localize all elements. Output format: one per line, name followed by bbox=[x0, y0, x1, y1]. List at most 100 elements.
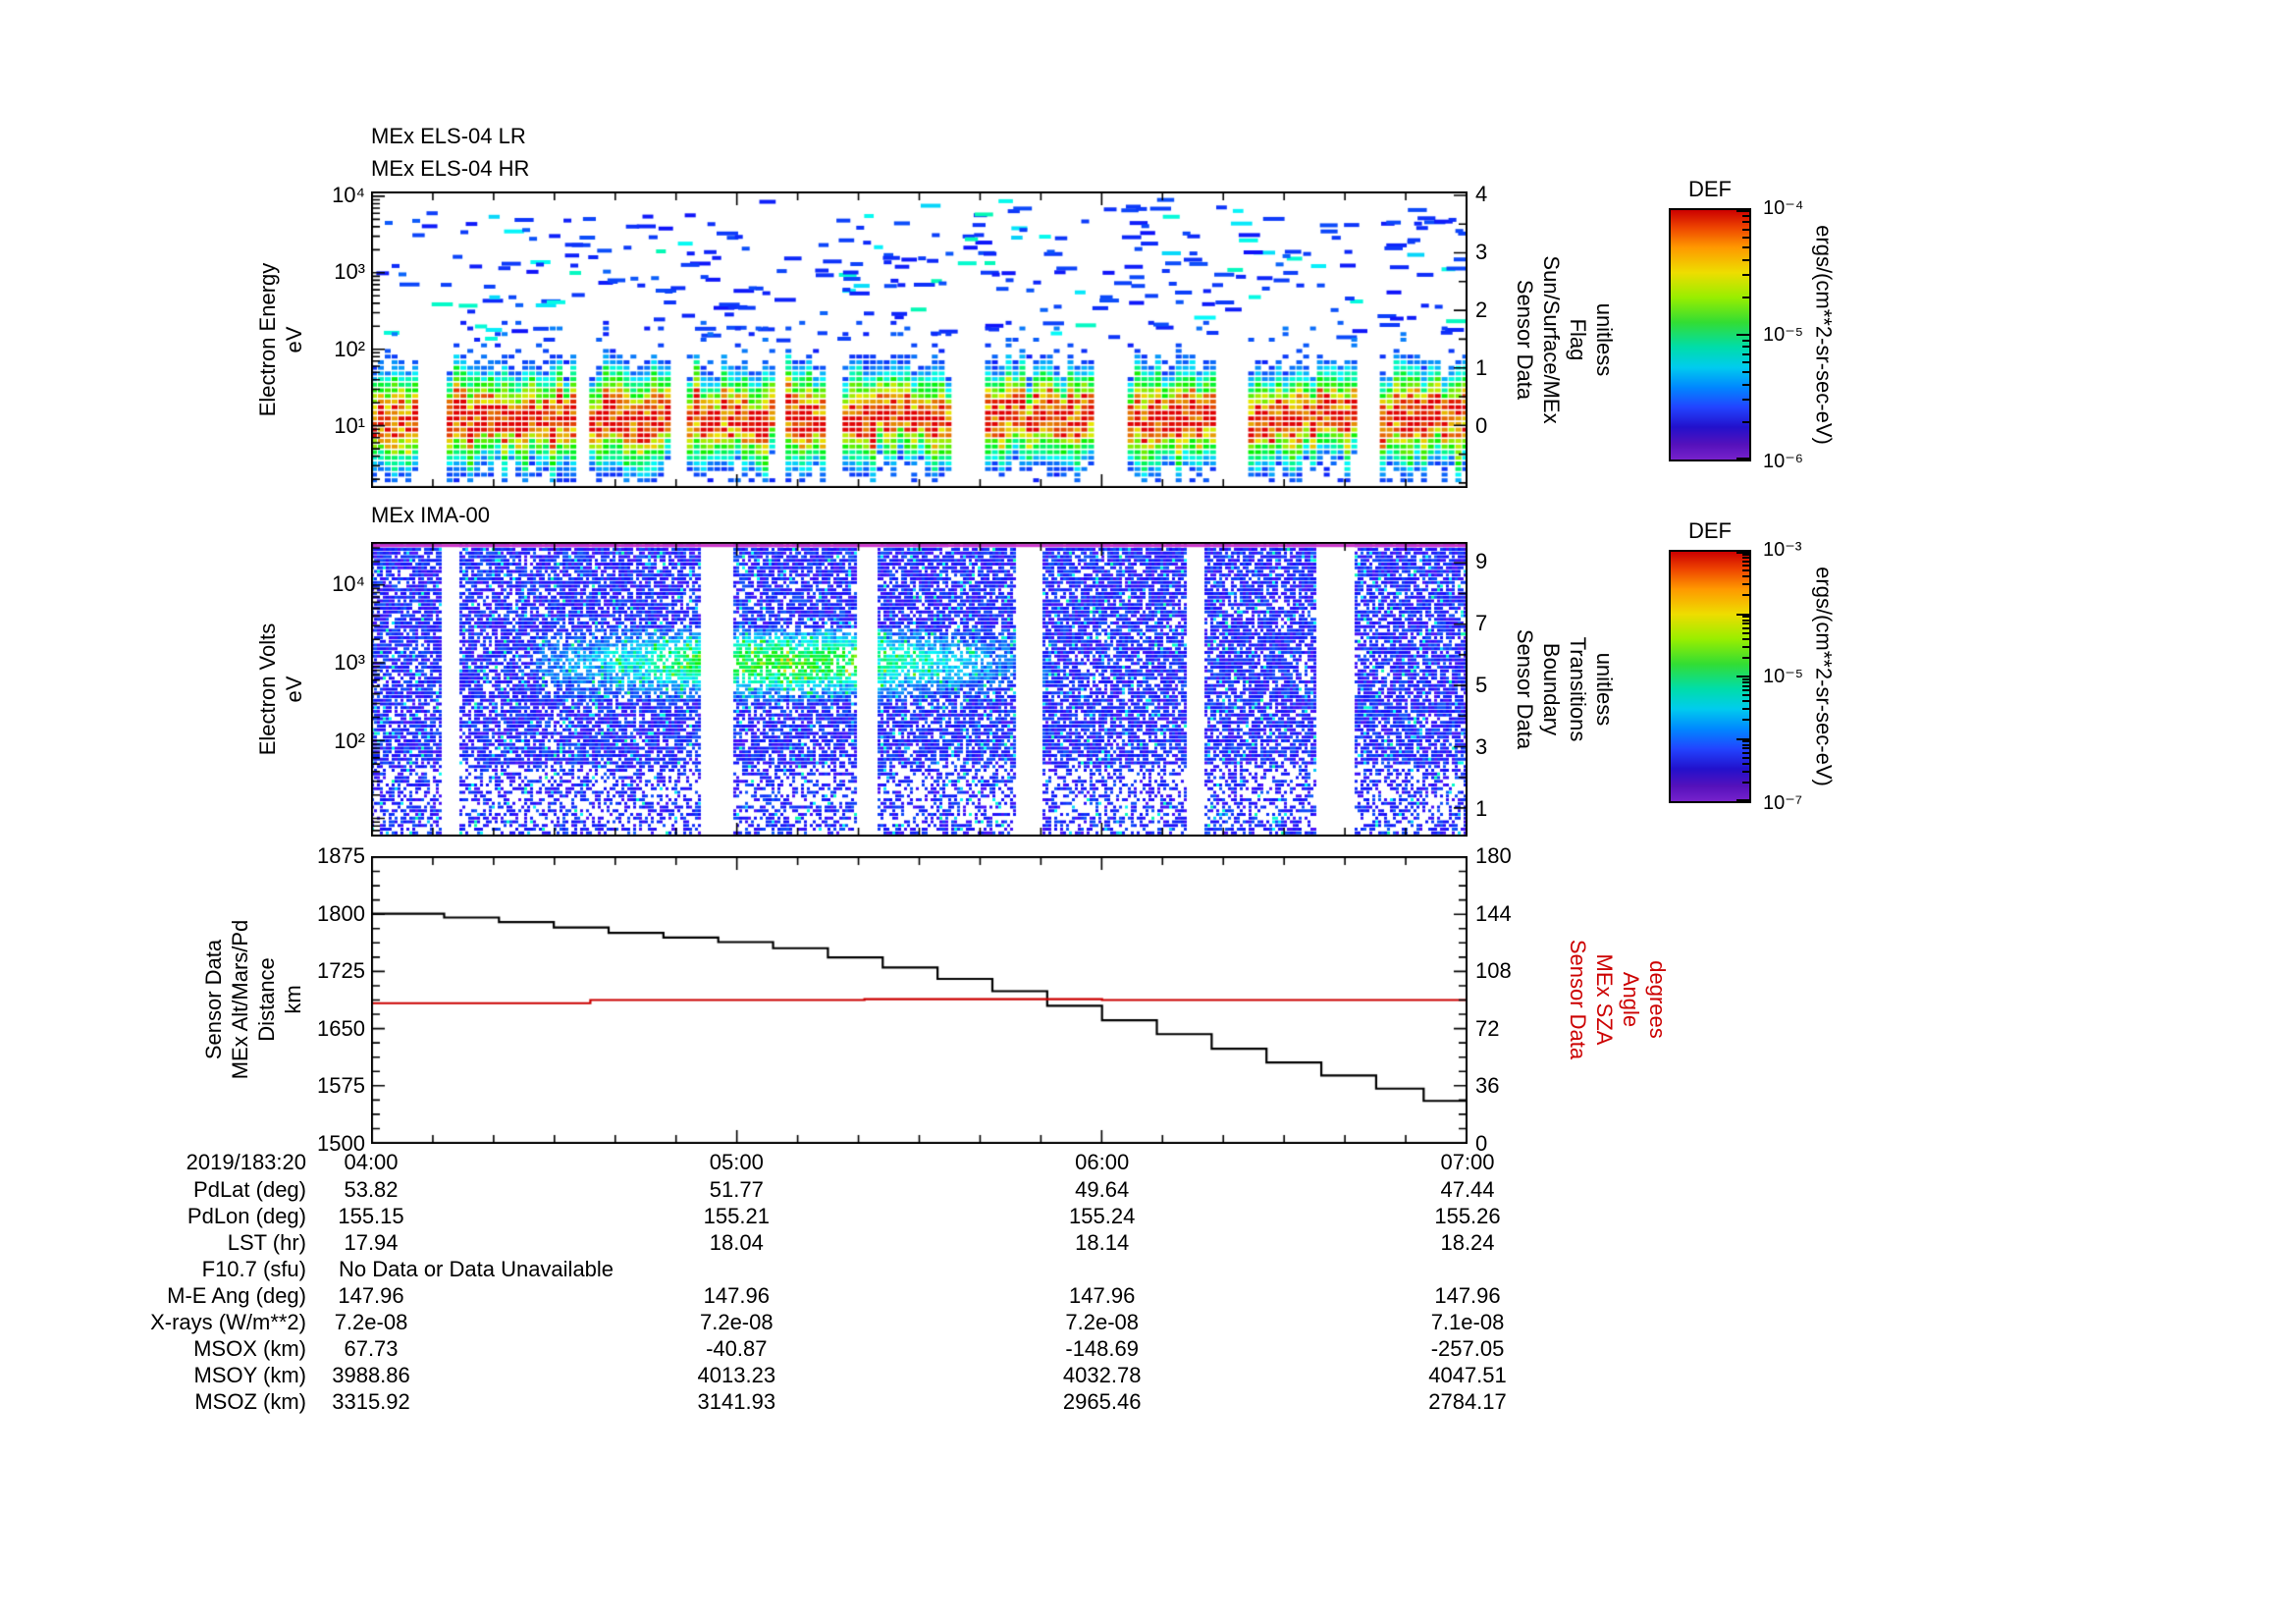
colorbar-tick bbox=[1742, 246, 1749, 249]
colorbar-tick bbox=[1742, 352, 1749, 355]
colorbar-tick bbox=[1736, 676, 1749, 677]
table-cell: 3141.93 bbox=[697, 1389, 776, 1414]
colorbar-tick bbox=[1742, 681, 1749, 684]
els-right-tick-label: 0 bbox=[1475, 412, 1488, 438]
alt-right-tick-label: 180 bbox=[1475, 843, 1512, 868]
table-cell: 49.64 bbox=[1075, 1177, 1130, 1202]
ima-right-label: unitless Transitions Boundary Sensor Data bbox=[1513, 628, 1617, 750]
table-cell: 53.82 bbox=[344, 1177, 399, 1202]
colorbar-tick bbox=[1736, 552, 1749, 554]
ima-right-tick-label: 7 bbox=[1475, 611, 1488, 636]
alt-right-tick-label: 0 bbox=[1475, 1131, 1488, 1156]
colorbar-tick bbox=[1742, 645, 1749, 648]
colorbar-tick bbox=[1742, 689, 1749, 692]
colorbar-tick bbox=[1742, 762, 1749, 765]
table-cell: 7.1e-08 bbox=[1430, 1310, 1505, 1334]
els-right-tick-label: 1 bbox=[1475, 354, 1488, 380]
colorbar-tick bbox=[1736, 799, 1749, 801]
colorbar-tick bbox=[1742, 371, 1749, 374]
alt-ytick-label: 1800 bbox=[317, 900, 365, 926]
alt-sza-label: degrees Angle MEx SZA Sensor Data bbox=[1566, 939, 1670, 1060]
colorbar-tick bbox=[1742, 258, 1749, 261]
colorbar-tick bbox=[1742, 770, 1749, 773]
colorbar-tick bbox=[1742, 420, 1749, 423]
ima-right-tick-label: 3 bbox=[1475, 733, 1488, 759]
ima-right-tick-label: 5 bbox=[1475, 673, 1488, 698]
colorbar-tick bbox=[1742, 296, 1749, 298]
colorbar-tick bbox=[1742, 677, 1749, 680]
alt-ytick-label: 1875 bbox=[317, 843, 365, 868]
colorbar-tick bbox=[1742, 740, 1749, 743]
colorbar-tick bbox=[1742, 214, 1749, 217]
alt-ytick-label: 1725 bbox=[317, 958, 365, 984]
colorbar-tick bbox=[1742, 747, 1749, 750]
x-tick-label: 04:00 bbox=[344, 1150, 399, 1174]
colorbar-tick bbox=[1742, 383, 1749, 386]
table-cell: 18.24 bbox=[1440, 1230, 1495, 1255]
colorbar-tick bbox=[1736, 334, 1749, 336]
colorbar-tick bbox=[1742, 594, 1749, 597]
table-cell: 3988.86 bbox=[332, 1363, 410, 1387]
els-right-label: unitless Flag Sun/Surface/MEx Sensor Data bbox=[1513, 255, 1617, 424]
table-cell: -40.87 bbox=[706, 1336, 768, 1361]
colorbar-tick bbox=[1742, 560, 1749, 563]
colorbar-tick bbox=[1742, 274, 1749, 277]
colorbar-tick bbox=[1742, 631, 1749, 634]
table-row-label: MSOY (km) bbox=[193, 1363, 306, 1387]
els-colorbar bbox=[1669, 208, 1751, 461]
colorbar-tick bbox=[1742, 361, 1749, 364]
colorbar-tick bbox=[1742, 346, 1749, 349]
table-cell: 7.2e-08 bbox=[1065, 1310, 1139, 1334]
table-cell: 155.21 bbox=[703, 1204, 770, 1228]
els-ytick-label: 10¹ bbox=[334, 413, 365, 439]
colorbar-tick bbox=[1742, 708, 1749, 711]
ima-colorbar-title: DEF bbox=[1688, 518, 1732, 543]
colorbar-tick bbox=[1742, 565, 1749, 568]
table-cell: 47.44 bbox=[1440, 1177, 1495, 1202]
table-cell: 7.2e-08 bbox=[699, 1310, 774, 1334]
colorbar-tick bbox=[1736, 210, 1749, 212]
colorbar-tick bbox=[1742, 228, 1749, 231]
els-colorbar-tick-label: 10⁻⁶ bbox=[1763, 451, 1804, 472]
table-cell: 3315.92 bbox=[332, 1389, 410, 1414]
table-cell: 7.2e-08 bbox=[334, 1310, 408, 1334]
table-row-label: F10.7 (sfu) bbox=[201, 1257, 306, 1281]
els-spectrogram-canvas bbox=[371, 191, 1468, 488]
els-colorbar-title: DEF bbox=[1688, 177, 1732, 201]
table-cell: 4032.78 bbox=[1062, 1363, 1142, 1387]
table-row-label: MSOX (km) bbox=[193, 1336, 306, 1361]
colorbar-tick bbox=[1742, 626, 1749, 629]
table-cell: 17.94 bbox=[344, 1230, 399, 1255]
alt-ytick-label: 1575 bbox=[317, 1073, 365, 1099]
table-cell: -148.69 bbox=[1065, 1336, 1139, 1361]
colorbar-tick bbox=[1742, 583, 1749, 586]
colorbar-tick bbox=[1742, 622, 1749, 625]
x-tick-label: 06:00 bbox=[1075, 1150, 1130, 1174]
ima-colorbar-tick-label: 10⁻⁵ bbox=[1763, 666, 1804, 687]
table-cell: 51.77 bbox=[709, 1177, 764, 1202]
alt-ytick-label: 1500 bbox=[317, 1131, 365, 1156]
x-tick-label: 05:00 bbox=[709, 1150, 764, 1174]
colorbar-tick bbox=[1742, 719, 1749, 722]
x-tick-label: 07:00 bbox=[1440, 1150, 1495, 1174]
alt-right-tick-label: 144 bbox=[1475, 900, 1512, 926]
els-colorbar-tick-label: 10⁻⁴ bbox=[1763, 197, 1804, 219]
colorbar-tick bbox=[1742, 619, 1749, 622]
colorbar-tick bbox=[1742, 637, 1749, 640]
table-cell: 67.73 bbox=[344, 1336, 399, 1361]
els-right-tick-label: 3 bbox=[1475, 239, 1488, 264]
colorbar-tick bbox=[1742, 569, 1749, 572]
date-label: 2019/183:20 bbox=[186, 1150, 306, 1174]
ima-spectrogram-canvas bbox=[371, 542, 1468, 837]
colorbar-tick bbox=[1742, 221, 1749, 224]
alt-right-tick-label: 72 bbox=[1475, 1015, 1500, 1041]
colorbar-tick bbox=[1742, 237, 1749, 240]
table-cell: 18.04 bbox=[709, 1230, 764, 1255]
table-cell: 147.96 bbox=[703, 1283, 770, 1308]
table-cell: 155.15 bbox=[338, 1204, 404, 1228]
colorbar-tick bbox=[1736, 737, 1749, 740]
table-row-label: M-E Ang (deg) bbox=[167, 1283, 306, 1308]
colorbar-tick bbox=[1742, 743, 1749, 746]
table-row-label: PdLon (deg) bbox=[187, 1204, 306, 1228]
